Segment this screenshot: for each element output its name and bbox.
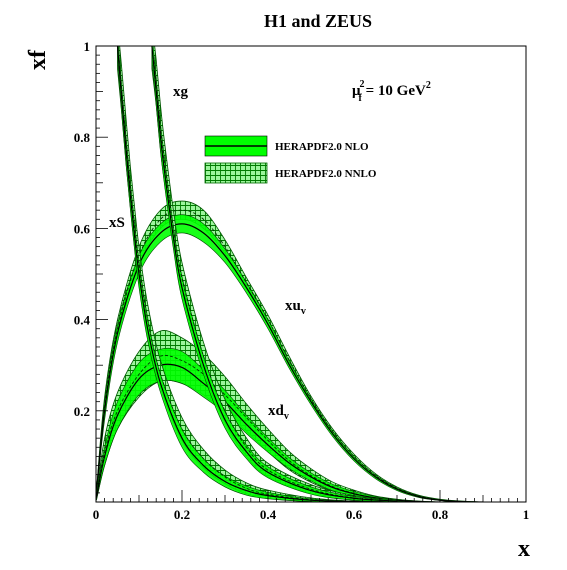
x-tick-label: 0.2 <box>174 507 190 522</box>
x-tick-label: 0.8 <box>432 507 449 522</box>
xg-curve-label: xg <box>173 84 189 100</box>
legend-label-nlo: HERAPDF2.0 NLO <box>275 141 369 153</box>
xS-nnlo-line <box>117 46 398 502</box>
y-tick-label: 0.8 <box>74 130 91 145</box>
xdv-curve-label: xdv <box>268 403 289 422</box>
xg-nnlo-line <box>151 46 398 502</box>
x-tick-label: 0.6 <box>346 507 363 522</box>
xS-nlo-line <box>116 46 398 502</box>
xuv-nlo-band <box>96 214 484 502</box>
chart-title: H1 and ZEUS <box>264 11 372 31</box>
xdv-nlo-band <box>96 347 441 502</box>
xS-nlo-band <box>117 46 398 502</box>
scale-label: μ2 f = 10 GeV2 <box>352 79 431 104</box>
y-tick-label: 0.4 <box>74 313 91 328</box>
y-tick-label: 0.2 <box>74 404 90 419</box>
xg-nlo-line <box>151 46 398 502</box>
legend: HERAPDF2.0 NLO HERAPDF2.0 NNLO <box>204 135 377 184</box>
xS-series <box>116 46 398 502</box>
x-tick-label: 0.4 <box>260 507 277 522</box>
xs-curve-label: xS <box>109 215 125 231</box>
x-tick-label: 1 <box>523 507 530 522</box>
y-tick-label: 0.6 <box>74 221 91 236</box>
legend-label-nnlo: HERAPDF2.0 NNLO <box>275 168 377 180</box>
y-tick-label: 1 <box>84 39 91 54</box>
x-tick-label: 0 <box>93 507 100 522</box>
xuv-curve-label: xuv <box>285 298 306 317</box>
legend-swatch-nnlo <box>204 162 268 184</box>
x-axis-label: x <box>518 536 530 562</box>
y-axis-label: xf <box>25 49 51 70</box>
